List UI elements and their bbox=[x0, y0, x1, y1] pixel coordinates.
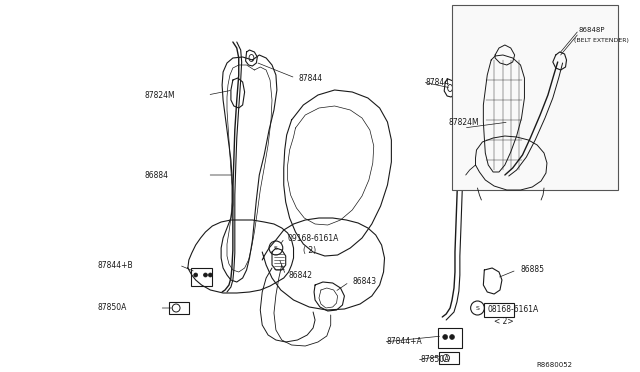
Circle shape bbox=[204, 273, 207, 277]
Text: S: S bbox=[274, 246, 278, 250]
Text: 87824M: 87824M bbox=[145, 90, 175, 99]
Text: ( 2): ( 2) bbox=[303, 246, 316, 254]
Text: 87844+B: 87844+B bbox=[98, 260, 134, 269]
Circle shape bbox=[209, 273, 212, 277]
Text: < 2>: < 2> bbox=[494, 317, 514, 327]
Text: 86842: 86842 bbox=[289, 270, 312, 279]
Circle shape bbox=[449, 334, 454, 340]
Bar bbox=[452, 5, 618, 190]
Text: S: S bbox=[476, 305, 479, 311]
Text: 08168-6161A: 08168-6161A bbox=[487, 305, 538, 314]
Text: 86884: 86884 bbox=[145, 170, 169, 180]
Text: 87844+A: 87844+A bbox=[387, 337, 422, 346]
Text: 86848P: 86848P bbox=[579, 27, 605, 33]
Text: 87850A: 87850A bbox=[98, 304, 127, 312]
Text: 87844: 87844 bbox=[426, 77, 450, 87]
Text: 87850A: 87850A bbox=[420, 356, 450, 365]
Text: 87844: 87844 bbox=[298, 74, 323, 83]
Text: 86885: 86885 bbox=[520, 266, 545, 275]
Text: 09168-6161A: 09168-6161A bbox=[287, 234, 339, 243]
Circle shape bbox=[443, 334, 447, 340]
Text: R8680052: R8680052 bbox=[536, 362, 572, 368]
Text: 87824M: 87824M bbox=[448, 118, 479, 126]
Text: (BELT EXTENDER): (BELT EXTENDER) bbox=[574, 38, 629, 42]
Text: 86843: 86843 bbox=[352, 278, 376, 286]
Circle shape bbox=[194, 273, 198, 277]
